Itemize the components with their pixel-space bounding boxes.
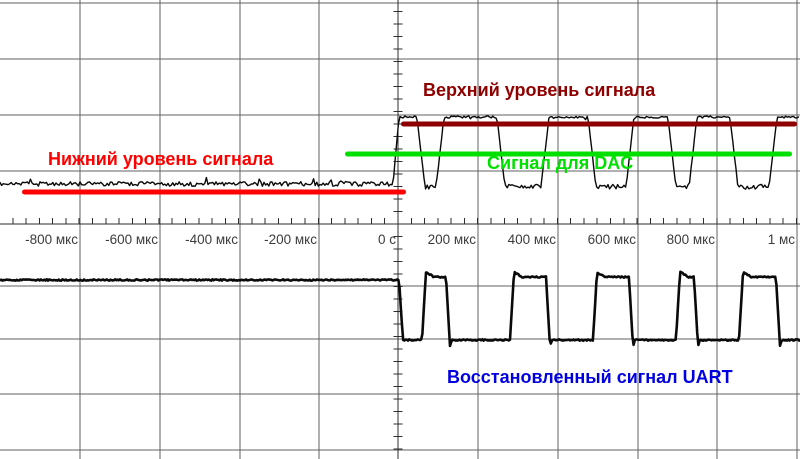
axis-tick-label: -800 мкс — [25, 232, 78, 247]
annotation-dac-signal: Сигнал для DAC — [487, 153, 634, 173]
annotation-uart-signal: Восстановленный сигнал UART — [447, 367, 733, 387]
axis-tick-label: -200 мкс — [264, 232, 317, 247]
axis-tick-label: 0 с — [378, 232, 396, 247]
axis-tick-label: 1 мс — [768, 232, 796, 247]
annotation-upper-signal-level: Верхний уровень сигнала — [423, 80, 656, 100]
axis-tick-label: -400 мкс — [185, 232, 238, 247]
axis-tick-label: 200 мкс — [428, 232, 477, 247]
lower-signal-level-line — [22, 189, 406, 195]
annotation-lower-signal-level: Нижний уровень сигнала — [48, 149, 274, 169]
analog-input-signal-trace — [0, 115, 800, 190]
recovered-uart-signal-trace — [0, 270, 800, 348]
axis-tick-label: 800 мкс — [667, 232, 716, 247]
dac-threshold-line — [345, 151, 792, 157]
axis-tick-label: 400 мкс — [508, 232, 557, 247]
axis-tick-label: -600 мкс — [105, 232, 158, 247]
upper-signal-level-line — [401, 121, 797, 127]
axis-tick-label: 600 мкс — [588, 232, 637, 247]
